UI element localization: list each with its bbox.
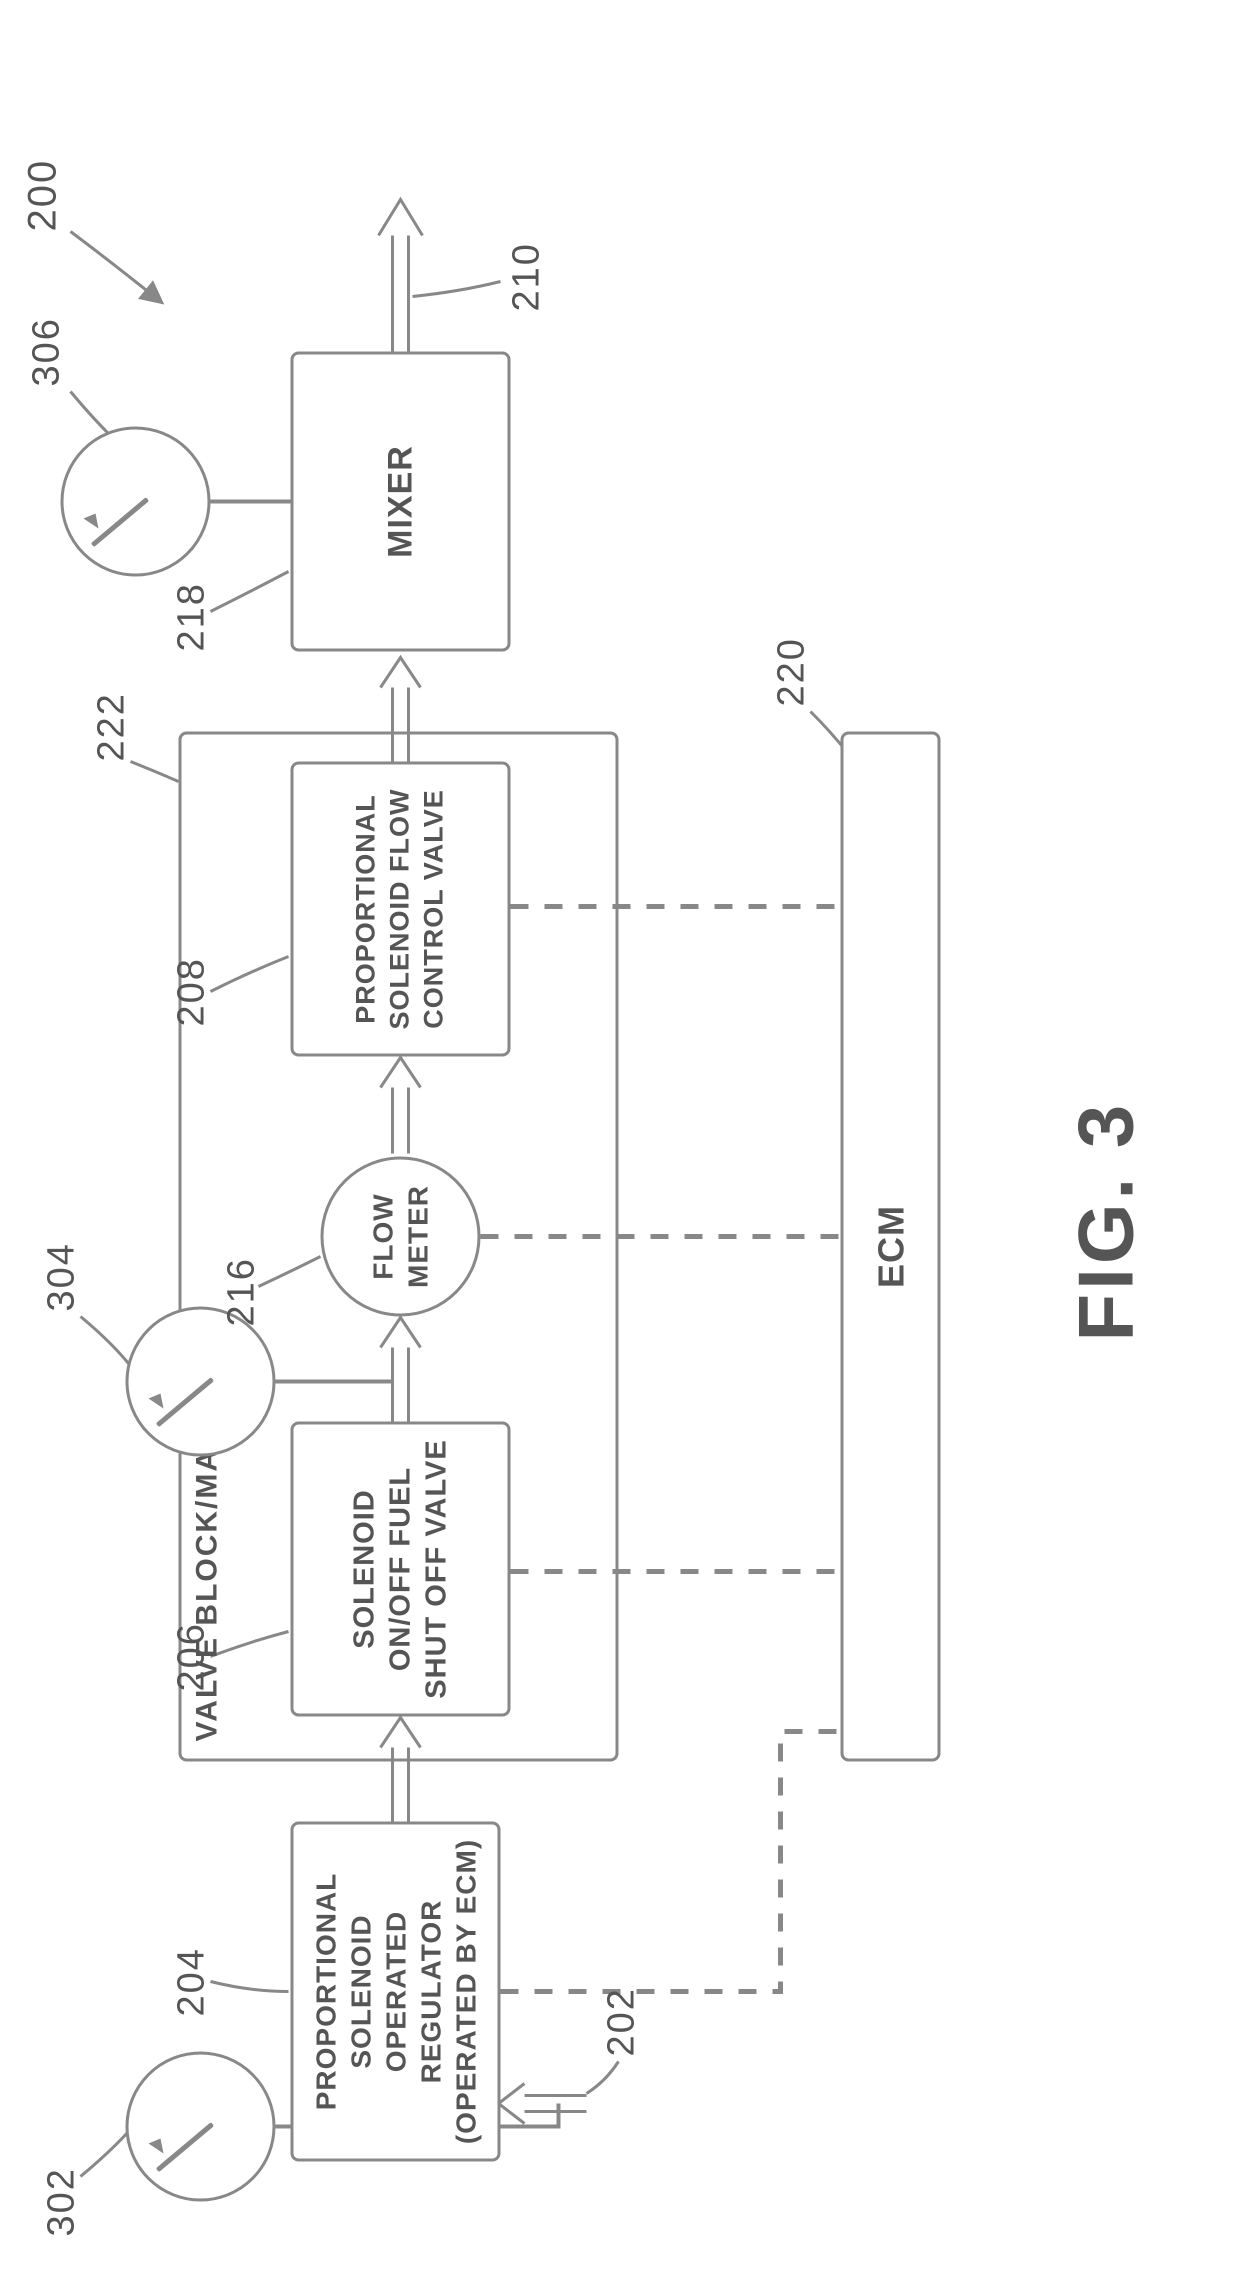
ecm-block: ECM [840,731,940,1761]
ref-222: 222 [90,692,133,761]
mixer-block: MIXER [290,351,510,651]
ref-216: 216 [220,1257,263,1326]
pcv-label: PROPORTIONAL SOLENOID FLOW CONTROL VALVE [343,764,456,1053]
ref-302: 302 [40,2167,83,2236]
ref-306: 306 [25,317,68,386]
ref-208: 208 [170,957,213,1026]
ref-200: 200 [20,158,65,231]
ref-204: 204 [170,1947,213,2016]
flowmeter-label: FLOW METER [365,1159,435,1313]
ref-202: 202 [600,1987,643,2056]
regulator-block: PROPORTIONAL SOLENOID OPERATED REGULATOR… [290,1821,500,2161]
mixer-label: MIXER [379,445,422,558]
gauge-302 [125,2051,275,2201]
ref-210: 210 [505,242,548,311]
ref-206: 206 [170,1622,213,1691]
pcv-block: PROPORTIONAL SOLENOID FLOW CONTROL VALVE [290,761,510,1056]
ref-304: 304 [40,1242,83,1311]
regulator-label: PROPORTIONAL SOLENOID OPERATED REGULATOR… [302,1824,489,2158]
gauge-306 [60,426,210,576]
ref-218: 218 [170,582,213,651]
shutoff-block: SOLENOID ON/OFF FUEL SHUT OFF VALVE [290,1421,510,1716]
figure-caption: FIG. 3 [1060,1100,1151,1341]
ref-220: 220 [770,637,813,706]
gauge-304 [125,1306,275,1456]
shutoff-label: SOLENOID ON/OFF FUEL SHUT OFF VALVE [340,1424,461,1713]
flowmeter-circle: FLOW METER [320,1156,480,1316]
ecm-label: ECM [868,1205,913,1288]
